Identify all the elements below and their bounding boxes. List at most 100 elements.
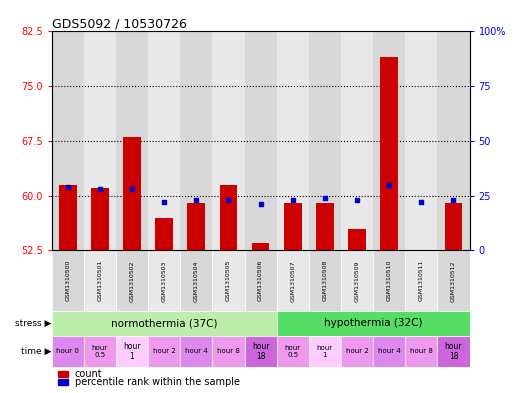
- Text: hour 4: hour 4: [185, 348, 207, 354]
- Text: hour 4: hour 4: [378, 348, 400, 354]
- Bar: [52, 336, 84, 367]
- Point: [385, 182, 393, 188]
- Point: [449, 197, 458, 203]
- Bar: [373, 31, 405, 250]
- Bar: [180, 336, 213, 367]
- Text: GSM1310505: GSM1310505: [226, 260, 231, 301]
- Text: stress ▶: stress ▶: [14, 319, 51, 328]
- Text: GSM1310504: GSM1310504: [194, 260, 199, 301]
- Bar: [58, 379, 68, 385]
- Bar: [412, 250, 430, 253]
- Bar: [245, 31, 277, 250]
- Text: normothermia (37C): normothermia (37C): [111, 318, 217, 329]
- Point: [160, 199, 168, 206]
- Point: [256, 201, 265, 208]
- Text: GSM1310512: GSM1310512: [451, 260, 456, 301]
- Bar: [213, 250, 245, 311]
- Bar: [284, 203, 301, 250]
- Point: [288, 197, 297, 203]
- Bar: [116, 31, 148, 250]
- Bar: [91, 188, 109, 250]
- Text: GSM1310511: GSM1310511: [419, 260, 424, 301]
- Bar: [373, 250, 405, 311]
- Bar: [52, 311, 277, 336]
- Text: time ▶: time ▶: [21, 347, 51, 356]
- Bar: [341, 250, 373, 311]
- Bar: [58, 371, 68, 377]
- Text: count: count: [75, 369, 102, 379]
- Bar: [373, 336, 405, 367]
- Bar: [220, 185, 237, 250]
- Text: GSM1310501: GSM1310501: [98, 260, 102, 301]
- Bar: [52, 250, 84, 311]
- Text: hypothermia (32C): hypothermia (32C): [324, 318, 423, 329]
- Bar: [52, 31, 84, 250]
- Bar: [438, 336, 470, 367]
- Point: [321, 195, 329, 201]
- Bar: [341, 31, 373, 250]
- Point: [128, 186, 136, 192]
- Bar: [252, 243, 269, 250]
- Text: hour 8: hour 8: [217, 348, 240, 354]
- Point: [224, 197, 233, 203]
- Point: [192, 197, 200, 203]
- Text: hour
1: hour 1: [123, 342, 141, 361]
- Text: GSM1310500: GSM1310500: [65, 260, 70, 301]
- Text: GSM1310508: GSM1310508: [322, 260, 327, 301]
- Bar: [245, 336, 277, 367]
- Text: GSM1310507: GSM1310507: [290, 260, 295, 301]
- Bar: [116, 336, 148, 367]
- Bar: [277, 311, 470, 336]
- Bar: [187, 203, 205, 250]
- Bar: [438, 31, 470, 250]
- Point: [95, 186, 104, 192]
- Text: GDS5092 / 10530726: GDS5092 / 10530726: [52, 17, 186, 30]
- Bar: [277, 31, 309, 250]
- Bar: [84, 336, 116, 367]
- Bar: [405, 250, 438, 311]
- Bar: [155, 218, 173, 250]
- Bar: [445, 203, 462, 250]
- Bar: [213, 336, 245, 367]
- Text: GSM1310506: GSM1310506: [258, 260, 263, 301]
- Text: hour 2: hour 2: [153, 348, 175, 354]
- Bar: [148, 31, 180, 250]
- Bar: [59, 185, 76, 250]
- Bar: [380, 57, 398, 250]
- Text: hour 0: hour 0: [56, 348, 79, 354]
- Text: hour
0.5: hour 0.5: [92, 345, 108, 358]
- Text: hour
18: hour 18: [252, 342, 269, 361]
- Text: hour
1: hour 1: [317, 345, 333, 358]
- Bar: [213, 31, 245, 250]
- Text: GSM1310503: GSM1310503: [162, 260, 167, 301]
- Bar: [148, 250, 180, 311]
- Bar: [438, 250, 470, 311]
- Bar: [309, 31, 341, 250]
- Text: hour
0.5: hour 0.5: [285, 345, 301, 358]
- Bar: [123, 137, 141, 250]
- Text: hour 2: hour 2: [346, 348, 368, 354]
- Bar: [84, 31, 116, 250]
- Point: [353, 197, 361, 203]
- Text: GSM1310502: GSM1310502: [130, 260, 135, 301]
- Bar: [180, 31, 213, 250]
- Text: percentile rank within the sample: percentile rank within the sample: [75, 377, 239, 387]
- Text: hour 8: hour 8: [410, 348, 433, 354]
- Bar: [245, 250, 277, 311]
- Point: [63, 184, 72, 190]
- Bar: [116, 250, 148, 311]
- Bar: [277, 250, 309, 311]
- Bar: [405, 31, 438, 250]
- Bar: [341, 336, 373, 367]
- Text: hour
18: hour 18: [445, 342, 462, 361]
- Bar: [309, 250, 341, 311]
- Bar: [180, 250, 213, 311]
- Bar: [309, 336, 341, 367]
- Text: GSM1310510: GSM1310510: [386, 260, 392, 301]
- Bar: [405, 336, 438, 367]
- Bar: [277, 336, 309, 367]
- Bar: [148, 336, 180, 367]
- Bar: [84, 250, 116, 311]
- Bar: [316, 203, 334, 250]
- Text: GSM1310509: GSM1310509: [354, 260, 360, 301]
